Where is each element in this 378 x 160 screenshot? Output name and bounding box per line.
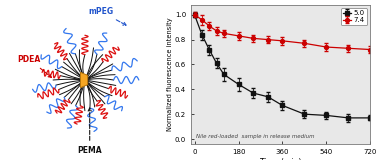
- Y-axis label: Normalized fluorescence intensity: Normalized fluorescence intensity: [167, 18, 174, 131]
- Text: PDEA: PDEA: [18, 55, 51, 77]
- Text: mPEG: mPEG: [88, 7, 126, 25]
- Text: PEMA: PEMA: [77, 108, 102, 155]
- Text: Nile red-loaded  sample in release medium: Nile red-loaded sample in release medium: [196, 134, 315, 139]
- Polygon shape: [81, 72, 88, 88]
- X-axis label: Time (min): Time (min): [260, 158, 301, 160]
- Legend: 5.0, 7.4: 5.0, 7.4: [341, 8, 367, 25]
